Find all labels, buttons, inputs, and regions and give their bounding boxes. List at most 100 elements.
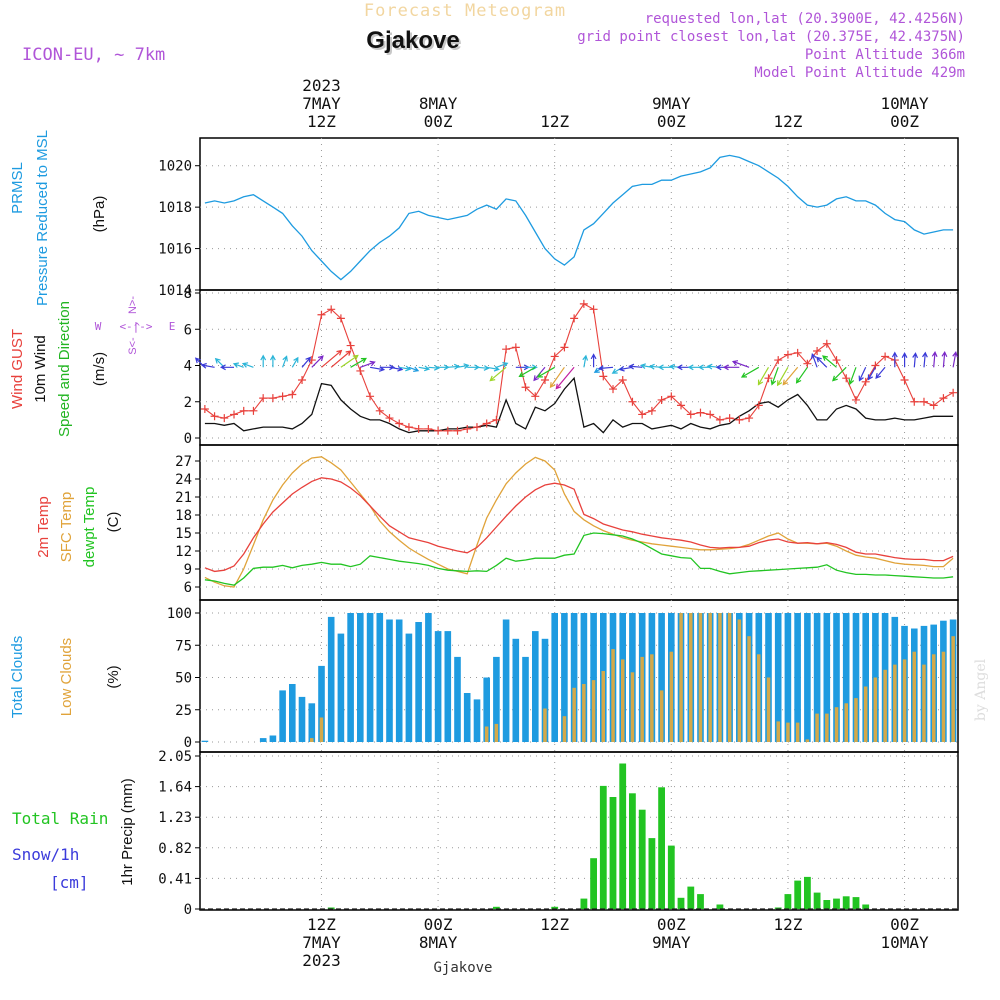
gust-point <box>735 415 744 424</box>
gust-point <box>385 414 394 423</box>
total-cloud-bar <box>784 613 792 742</box>
temp-unit: (C) <box>105 512 122 533</box>
rain-bar <box>833 898 840 909</box>
y-tick-label: 75 <box>175 638 192 654</box>
low-cloud-bar <box>727 613 732 742</box>
gust-point <box>725 414 734 423</box>
gust-point <box>521 383 530 392</box>
low-cloud-bar <box>611 649 615 742</box>
total-cloud-bar <box>415 622 422 742</box>
gust-point <box>900 376 909 384</box>
total-cloud-bar <box>794 613 801 742</box>
wind-direction-arrow <box>428 364 440 371</box>
wind-direction-arrow <box>795 366 808 384</box>
total-cloud-bar <box>405 633 413 742</box>
wind-direction-arrow <box>418 365 431 372</box>
total-cloud-bar <box>852 613 860 742</box>
rain-bar <box>551 906 559 909</box>
gust-point <box>861 377 870 386</box>
wind-direction-arrow <box>200 362 215 369</box>
panel-frame-0 <box>199 137 959 291</box>
bottom-hour-label: 00Z <box>657 915 686 934</box>
y-tick-label: 24 <box>175 472 192 488</box>
total-clouds-label: Total Clouds <box>9 636 26 719</box>
low-cloud-bar <box>766 677 771 742</box>
gust-point <box>511 343 520 352</box>
wind-direction-arrow <box>757 366 770 386</box>
total-cloud-bar <box>823 613 831 742</box>
bottom-date-label: 7MAY <box>302 933 341 952</box>
rain-bar <box>327 907 335 909</box>
low-cloud-bar <box>902 659 907 742</box>
rain-bar <box>862 904 870 909</box>
wind-direction-arrow <box>282 355 288 368</box>
y-tick-label: 0.41 <box>158 871 192 887</box>
gust-point <box>647 406 656 415</box>
wind-direction-arrow <box>810 353 818 368</box>
low-cloud-bar <box>718 613 722 742</box>
gust-point <box>210 412 219 421</box>
gust-point <box>822 339 831 348</box>
rain-bar <box>804 876 811 909</box>
y-tick-label: 6 <box>184 580 192 596</box>
gust-point <box>706 410 715 419</box>
y-tick-label: 1.64 <box>158 780 192 796</box>
low-cloud-bar <box>795 722 800 742</box>
wind-direction-arrow <box>269 354 276 368</box>
panel-frames <box>195 137 959 911</box>
low-cloud-bar <box>543 708 547 742</box>
gust-point <box>249 406 258 415</box>
low-cloud-bar <box>621 659 625 742</box>
compass-row: <-|-> <box>119 320 152 333</box>
rain-bar <box>638 809 646 909</box>
rain-bar <box>658 787 665 909</box>
t2m-label: 2m Temp <box>35 496 52 557</box>
bottom-hour-label: 12Z <box>773 915 802 934</box>
y-tick-label: 100 <box>167 606 192 622</box>
gust-point <box>579 299 588 308</box>
wind-direction-arrow <box>219 364 234 371</box>
low-cloud-bar <box>640 656 644 742</box>
gust-label: Wind GUST <box>9 329 26 409</box>
wind-direction-arrow <box>330 350 352 368</box>
gust-point <box>492 415 501 424</box>
panel-labels: 1014101610181020024686912151821242702550… <box>9 130 192 918</box>
total-cloud-bar <box>376 613 384 742</box>
total-cloud-bar <box>386 619 393 742</box>
y-tick-label: 2 <box>184 395 192 411</box>
wind-direction-arrow <box>597 365 614 372</box>
wind-direction-arrow <box>536 366 556 378</box>
gust-point <box>851 395 860 404</box>
gust-point <box>783 350 792 359</box>
low-cloud-bar <box>941 651 946 742</box>
wind-direction-arrow <box>232 362 244 368</box>
gust-point <box>677 401 686 410</box>
top-hour-label: 12Z <box>307 112 336 131</box>
bottom-hour-label: 00Z <box>424 915 453 934</box>
top-year-label: 2023 <box>302 76 341 95</box>
point-altitude: Point Altitude 366m <box>805 47 965 63</box>
gust-point <box>472 423 481 432</box>
snow-legend: Snow/1h <box>12 845 79 864</box>
low-cloud-bar <box>562 716 567 742</box>
low-cloud-bar <box>893 664 897 742</box>
gust-point <box>230 410 239 419</box>
total-cloud-bar <box>289 684 296 742</box>
gust-point <box>560 343 569 352</box>
low-cloud-bar <box>786 722 790 742</box>
low-cloud-bar <box>572 687 576 742</box>
low-cloud-bar <box>883 669 887 742</box>
gust-point <box>667 392 676 401</box>
gust-point <box>298 376 307 384</box>
rain-bar <box>648 838 656 909</box>
y-tick-label: 0 <box>184 431 192 447</box>
low-cloud-bar <box>630 672 635 742</box>
total-cloud-bar <box>259 738 267 742</box>
gust-point <box>540 376 549 384</box>
panel-frame-1 <box>199 289 959 446</box>
wind-direction-arrow <box>399 365 412 372</box>
total-cloud-bar <box>279 690 286 742</box>
total-cloud-bar <box>493 656 500 742</box>
gust-point <box>502 345 511 354</box>
